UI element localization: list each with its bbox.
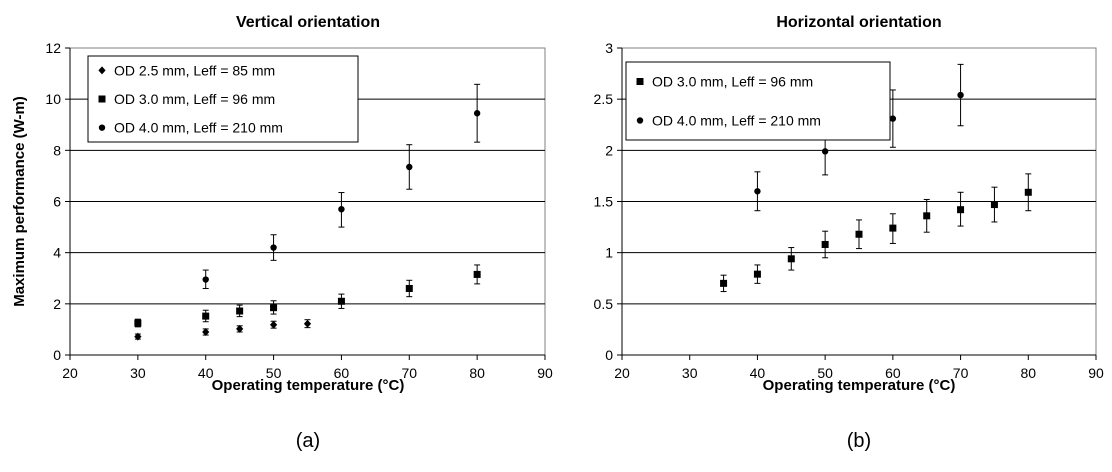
chart-a-xtick-label: 50 [266,365,282,381]
chart-a-data-point [134,319,142,327]
chart-b-xtick-label: 50 [817,365,833,381]
chart-a-ytick-label: 4 [53,245,61,261]
chart-a-legend-label: OD 3.0 mm, Leff = 96 mm [114,91,275,107]
chart-b-data-point [923,212,931,220]
chart-a-ytick-label: 6 [53,194,61,210]
chart-b-title: Horizontal orientation [776,14,941,31]
chart-a-data-point [337,297,345,305]
chart-a-series-circle [202,83,481,289]
chart-b-ytick-label: 1.5 [594,194,614,210]
chart-a-ytick-label: 2 [53,296,61,312]
chart-b-ytick-label: 2 [605,142,613,158]
chart-b-legend-marker [636,78,644,85]
chart-b-data-point [1024,188,1032,196]
chart-b-data-point [957,91,964,99]
chart-a-data-point [269,320,278,329]
chart-b-xtick-label: 60 [885,365,901,381]
chart-a-ylabel: Maximum performance (W-m) [11,96,28,307]
chart-a-panel-label: (a) [296,430,320,452]
chart-b-legend-label: OD 3.0 mm, Leff = 96 mm [652,74,813,90]
chart-a-xtick-label: 70 [401,365,417,381]
chart-a-legend-label: OD 4.0 mm, Leff = 210 mm [114,120,283,136]
chart-a-data-point [270,304,278,312]
chart-b: 0 0.5 1 1.5 2 2.5 3 20 30 40 50 60 70 80 90 Horizontal … [594,14,1104,452]
chart-a-legend-marker [98,124,106,131]
chart-a-legend-marker [98,66,106,75]
chart-b-data-point [957,206,965,214]
chart-b-series-square [720,173,1032,293]
chart-b-xtick-label: 80 [1020,365,1036,381]
chart-b-xlabel: Operating temperature (°C) [763,377,956,394]
chart-a-xtick-label: 40 [198,365,214,381]
chart-a: 0 2 4 6 8 10 12 20 30 40 50 60 70 80 90 Vertical orient… [11,14,553,452]
chart-a-xtick-label: 80 [469,365,485,381]
chart-a-xlabel: Operating temperature (°C) [212,377,405,394]
chart-b-series-circle [754,63,964,212]
chart-b-legend-marker [636,117,644,124]
chart-a-data-point [134,332,142,341]
chart-a-data-point [202,312,210,320]
chart-b-data-point [889,224,897,232]
chart-a-legend-box [87,55,359,143]
chart-a-xtick-label: 20 [62,365,78,381]
chart-a-data-point [202,327,210,336]
chart-b-panel-label: (b) [847,430,871,452]
chart-b-legend: OD 3.0 mm, Leff = 96 mm OD 4.0 mm, Leff =… [625,61,891,141]
chart-b-xtick-label: 70 [953,365,969,381]
chart-a-legend-marker [98,95,106,103]
chart-b-data-point [889,115,897,122]
chart-b-ytick-label: 3 [605,40,613,56]
chart-a-series-square [134,264,481,328]
chart-a-xtick-label: 30 [130,365,146,381]
chart-b-xtick-label: 90 [1088,365,1104,381]
chart-a-data-point [236,307,244,315]
chart-a-data-point [236,324,244,333]
chart-b-data-point [753,270,761,278]
chart-b-legend-label: OD 4.0 mm, Leff = 210 mm [652,113,821,129]
chart-a-ytick-label: 0 [53,347,61,363]
chart-a-title: Vertical orientation [236,14,380,31]
chart-a-data-point [202,276,209,283]
chart-a-ytick-label: 10 [45,91,61,107]
chart-b-data-point [787,255,795,263]
chart-b-xtick-label: 40 [750,365,766,381]
chart-b-ytick-label: 0.5 [594,296,614,312]
chart-a-data-point [473,110,481,117]
chart-a-ytick-label: 8 [53,142,61,158]
chart-b-data-point [855,230,863,238]
chart-b-ytick-label: 0 [605,347,613,363]
chart-a-data-point [473,270,481,278]
chart-b-data-point [754,188,761,195]
chart-b-ytick-label: 1 [605,245,613,261]
chart-a-xtick-label: 90 [537,365,553,381]
chart-b-data-point [990,201,998,209]
chart-b-data-point [821,148,829,155]
chart-a-legend-label: OD 2.5 mm, Leff = 85 mm [114,62,275,78]
chart-a-xtick-label: 60 [334,365,350,381]
chart-a-data-point [405,284,413,292]
chart-a-data-point [338,205,345,213]
chart-a-data-point [270,244,277,251]
chart-a-data-point [406,163,413,171]
chart-b-ytick-label: 2.5 [594,91,614,107]
chart-a-series-diamond [134,319,312,341]
chart-b-legend-box [625,61,891,141]
chart-a-ytick-label: 12 [45,40,61,56]
chart-b-data-point [821,240,829,248]
chart-b-xtick-label: 30 [682,365,698,381]
chart-b-xtick-label: 20 [614,365,630,381]
chart-a-data-point [303,319,312,328]
chart-a-legend: OD 2.5 mm, Leff = 85 mm OD 3.0 mm, Leff =… [87,55,359,143]
chart-b-data-point [720,279,728,287]
